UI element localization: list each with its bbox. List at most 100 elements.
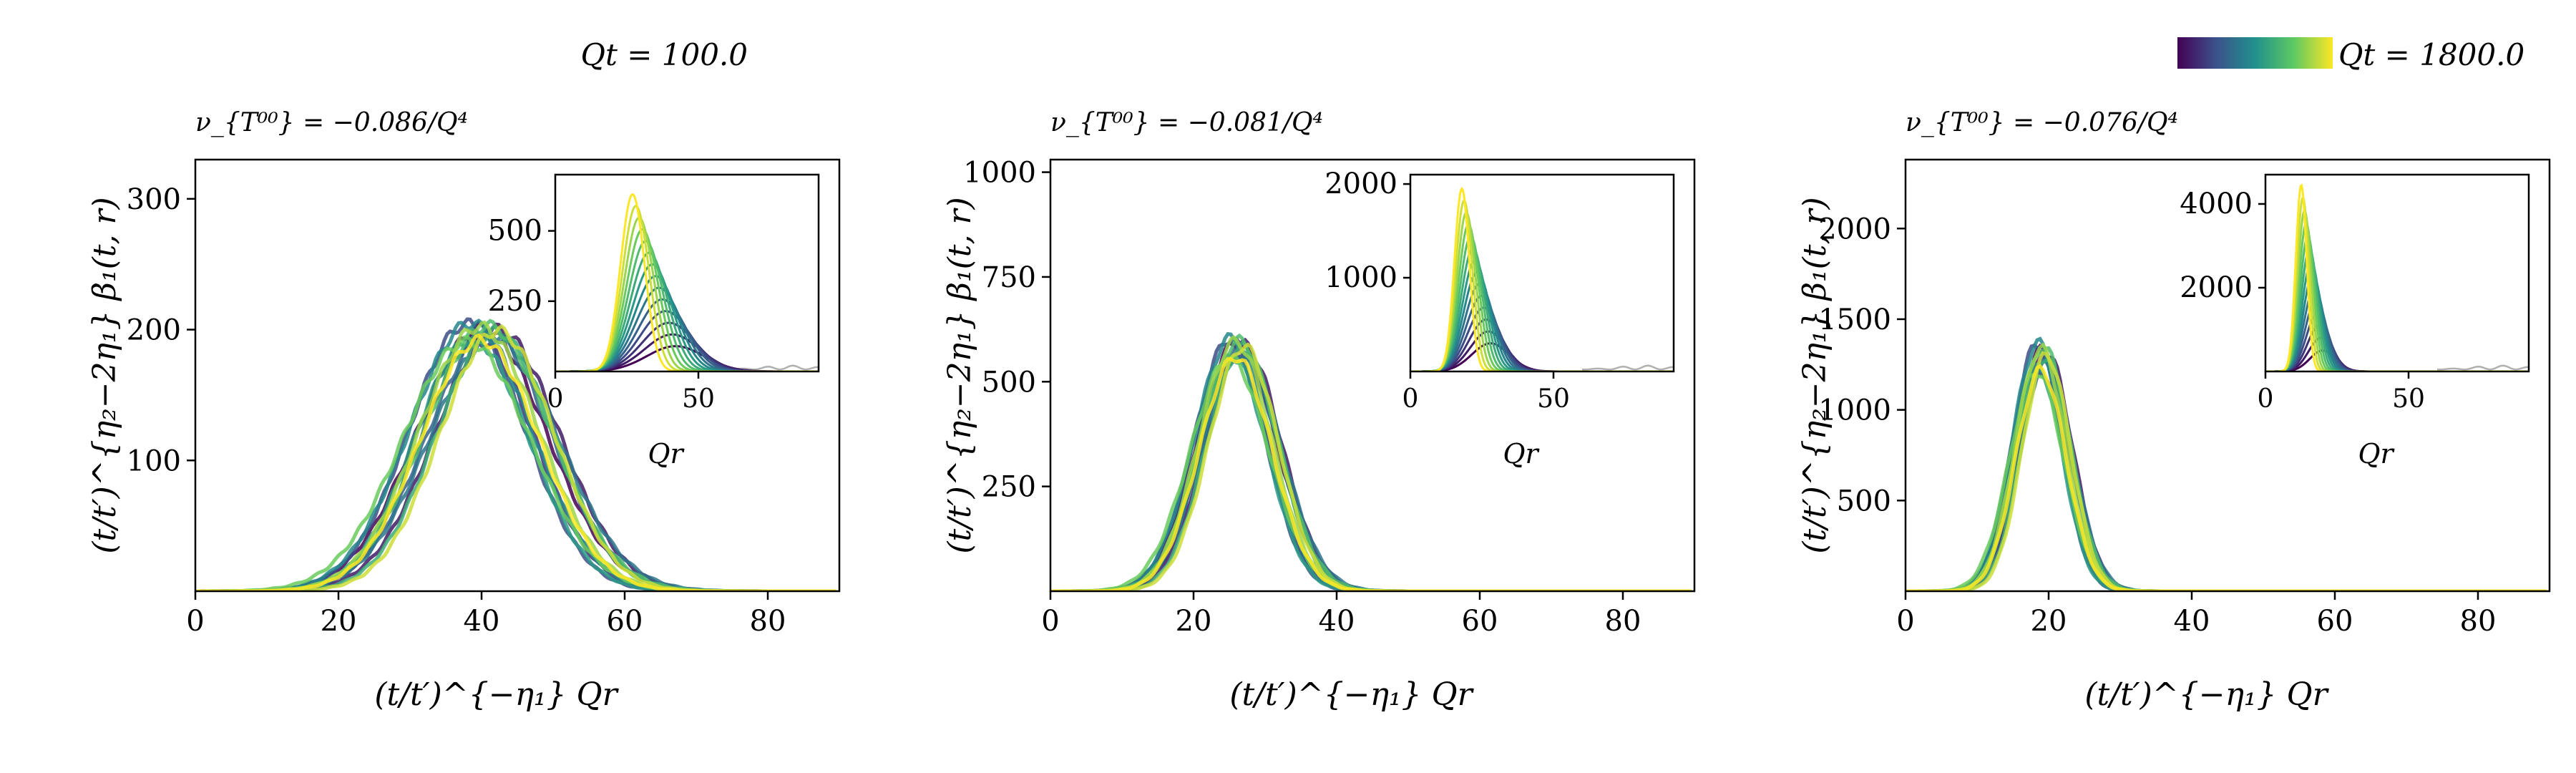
inset-x-tick-label: 0 — [547, 384, 564, 414]
series-line — [1050, 354, 1692, 591]
series-line — [195, 318, 836, 591]
series-line — [1906, 373, 2547, 591]
series-line — [1906, 343, 2547, 591]
y-tick-label: 2000 — [1818, 213, 1891, 245]
inset-y-tick-label: 2000 — [1324, 167, 1397, 200]
inset-series-line — [2265, 183, 2529, 371]
inset-series-line — [1582, 364, 1674, 371]
inset-series-line — [1410, 247, 1674, 371]
x-tick-label: 20 — [2031, 605, 2067, 638]
y-tick-label: 100 — [127, 444, 181, 477]
x-tick-label: 60 — [2317, 605, 2353, 638]
inset-x-axis-label: Qr — [2358, 438, 2395, 470]
x-tick-label: 60 — [1462, 605, 1498, 638]
series-group — [1906, 336, 2547, 591]
y-axis-label: (t/t′)^{η₂−2η₁} β₁(t, r) — [1797, 197, 1833, 553]
series-line — [1906, 364, 2547, 591]
series-line — [1906, 357, 2547, 591]
x-tick-label: 40 — [464, 605, 500, 638]
inset-x-tick-label: 50 — [1537, 384, 1570, 414]
y-tick-label: 1500 — [1818, 303, 1891, 336]
y-axis-label: (t/t′)^{η₂−2η₁} β₁(t, r) — [87, 197, 123, 553]
x-tick-label: 40 — [2174, 605, 2210, 638]
series-line — [1050, 342, 1692, 591]
y-axis-label: (t/t′)^{η₂−2η₁} β₁(t, r) — [942, 197, 978, 553]
plot-frame — [1049, 158, 1696, 593]
inset-series-line — [2265, 210, 2529, 371]
panel-1: 0 20 40 60 80 100 200 300 ν_{T⁰⁰} = −0.086/Q⁴ (t/… — [87, 108, 841, 713]
series-line — [1050, 345, 1692, 591]
series-line — [1906, 355, 2547, 591]
inset-series-line — [2265, 324, 2529, 371]
series-line — [1906, 342, 2547, 591]
colorbar — [2177, 37, 2333, 69]
inset-series-line — [2265, 311, 2529, 371]
inset-series-line — [1410, 271, 1674, 371]
inset-series-line — [1410, 235, 1674, 371]
series-line — [1050, 336, 1692, 591]
inset-series-line — [1410, 223, 1674, 371]
inset-y-tick-label: 500 — [488, 215, 542, 248]
y-tick-label: 750 — [982, 261, 1036, 294]
series-group — [1050, 331, 1692, 591]
inset-series-line — [555, 193, 819, 371]
x-tick-label: 0 — [186, 605, 204, 638]
inset-plot: 0 50 250 500 Qr — [488, 173, 820, 470]
inset-series-line — [1410, 258, 1674, 371]
panel-title: ν_{T⁰⁰} = −0.076/Q⁴ — [1906, 108, 2178, 137]
series-line — [1906, 361, 2547, 591]
x-tick-label: 80 — [1605, 605, 1641, 638]
series-line — [1050, 340, 1692, 591]
plot-frame — [1904, 158, 2551, 593]
inset-y-tick-label: 250 — [488, 285, 542, 318]
inset-series-line — [2265, 336, 2529, 371]
inset-series-line — [2265, 349, 2529, 371]
x-tick-label: 40 — [1319, 605, 1355, 638]
series-line — [1050, 337, 1692, 591]
series-line — [1906, 343, 2547, 591]
y-tick-label: 500 — [1837, 485, 1891, 517]
panel-title: ν_{T⁰⁰} = −0.086/Q⁴ — [195, 108, 468, 137]
y-tick-label: 1000 — [963, 157, 1036, 190]
inset-y-tick-label: 4000 — [2180, 188, 2253, 220]
series-line — [1050, 354, 1692, 591]
series-line — [1050, 341, 1692, 591]
inset-series-line — [2265, 196, 2529, 371]
inset-frame — [554, 173, 820, 373]
x-tick-label: 20 — [1176, 605, 1212, 638]
series-line — [1906, 369, 2547, 591]
inset-plot: 0 50 1000 2000 Qr — [1324, 167, 1675, 470]
x-tick-label: 80 — [2460, 605, 2497, 638]
series-line — [1050, 333, 1692, 591]
inset-series-line — [1410, 199, 1674, 371]
series-line — [1906, 346, 2547, 591]
inset-series-line — [1410, 186, 1674, 371]
series-line — [1050, 354, 1692, 591]
x-axis-label: (t/t′)^{−η₁} Qr — [2084, 676, 2329, 713]
inset-series-line — [2437, 364, 2529, 371]
series-line — [1906, 359, 2547, 591]
x-axis-label: (t/t′)^{−η₁} Qr — [374, 676, 619, 713]
inset-series-line — [1410, 211, 1674, 371]
inset-frame — [1409, 173, 1675, 373]
y-tick-label: 1000 — [1818, 394, 1891, 427]
series-line — [1050, 331, 1692, 591]
y-tick-label: 200 — [127, 314, 181, 347]
series-line — [1906, 354, 2547, 591]
inset-x-axis-label: Qr — [648, 438, 685, 470]
series-line — [1050, 335, 1692, 591]
x-tick-label: 0 — [1896, 605, 1914, 638]
inset-y-tick-label: 1000 — [1324, 261, 1397, 294]
x-axis-label: (t/t′)^{−η₁} Qr — [1229, 676, 1474, 713]
y-tick-label: 300 — [127, 183, 181, 216]
inset-y-tick-label: 2000 — [2180, 271, 2253, 304]
inset-series-line — [727, 364, 819, 371]
inset-x-tick-label: 0 — [2258, 384, 2274, 414]
inset-frame — [2264, 173, 2530, 373]
y-tick-label: 250 — [982, 471, 1036, 504]
x-tick-label: 80 — [750, 605, 786, 638]
x-tick-label: 0 — [1041, 605, 1059, 638]
inset-x-tick-label: 50 — [2392, 384, 2425, 414]
